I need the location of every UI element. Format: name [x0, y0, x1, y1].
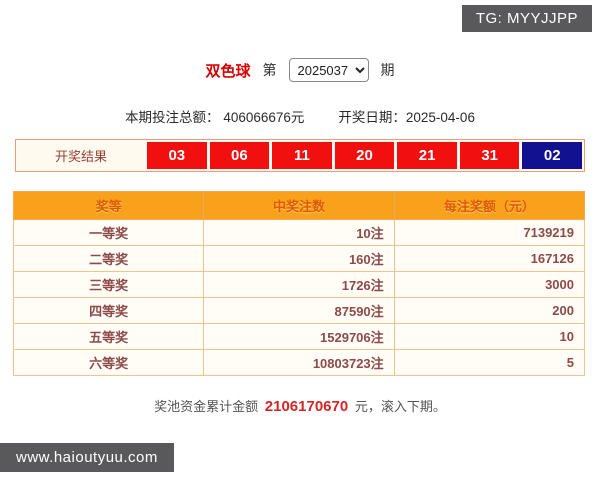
- winner-count: 10注: [203, 219, 395, 246]
- prize-amount: 200: [393, 297, 586, 324]
- lottery-name: 双色球: [205, 62, 251, 80]
- table-row: 六等奖 10803723注 5: [12, 349, 586, 376]
- draw-result-label: 开奖结果: [18, 142, 144, 169]
- col-header-prize: 每注奖额（元）: [393, 191, 586, 220]
- issue-prefix: 第: [262, 62, 277, 78]
- issue-select[interactable]: 2025037: [288, 58, 369, 82]
- bet-total-label: 本期投注总额：: [125, 110, 220, 125]
- prize-amount: 5: [393, 349, 586, 376]
- prize-table-header-row: 奖等 中奖注数 每注奖额（元）: [12, 191, 586, 220]
- winner-count: 87590注: [203, 297, 395, 324]
- pool-value: 2106170670: [264, 398, 349, 415]
- pool-label: 奖池资金累计金额: [154, 399, 259, 414]
- red-ball-2: 06: [209, 142, 270, 169]
- prize-level: 五等奖: [12, 323, 205, 350]
- site-watermark-badge: www.haioutyuu.com: [0, 443, 174, 472]
- title-row: 双色球 第 2025037 期: [0, 58, 600, 82]
- tg-contact-badge: TG: MYYJJPP: [461, 5, 592, 32]
- prize-amount: 10: [393, 323, 586, 350]
- prize-table: 奖等 中奖注数 每注奖额（元） 一等奖 10注 7139219 二等奖 160注…: [12, 191, 586, 376]
- red-ball-4: 20: [334, 142, 395, 169]
- winner-count: 160注: [203, 245, 395, 272]
- draw-date-label: 开奖日期：: [338, 110, 406, 125]
- winner-count: 1726注: [203, 271, 395, 298]
- table-row: 三等奖 1726注 3000: [12, 271, 586, 298]
- prize-level: 二等奖: [12, 245, 205, 272]
- draw-date: 开奖日期：2025-04-06: [338, 106, 475, 126]
- issue-suffix: 期: [380, 62, 395, 78]
- table-row: 四等奖 87590注 200: [12, 297, 586, 324]
- draw-result-strip: 开奖结果 03 06 11 20 21 31 02: [15, 139, 585, 172]
- table-row: 二等奖 160注 167126: [12, 245, 586, 272]
- prize-pool-summary: 奖池资金累计金额 2106170670 元，滚入下期。: [0, 396, 600, 415]
- col-header-count: 中奖注数: [203, 191, 395, 220]
- bet-total: 本期投注总额： 406066676元: [125, 106, 304, 126]
- pool-suffix: 元，滚入下期。: [354, 399, 446, 414]
- red-ball-6: 31: [459, 142, 520, 169]
- blue-ball: 02: [522, 142, 583, 169]
- table-row: 一等奖 10注 7139219: [12, 219, 586, 246]
- red-ball-1: 03: [147, 142, 207, 169]
- col-header-level: 奖等: [12, 191, 205, 220]
- table-row: 五等奖 1529706注 10: [12, 323, 586, 350]
- prize-amount: 167126: [393, 245, 586, 272]
- prize-level: 四等奖: [12, 297, 205, 324]
- prize-level: 六等奖: [12, 349, 205, 376]
- winner-count: 1529706注: [203, 323, 395, 350]
- prize-amount: 7139219: [393, 219, 586, 246]
- winner-count: 10803723注: [203, 349, 395, 376]
- prize-level: 一等奖: [12, 219, 205, 246]
- prize-amount: 3000: [393, 271, 586, 298]
- info-row: 本期投注总额： 406066676元 开奖日期：2025-04-06: [0, 106, 600, 126]
- draw-date-value: 2025-04-06: [405, 110, 475, 125]
- prize-level: 三等奖: [12, 271, 205, 298]
- red-ball-3: 11: [272, 142, 332, 169]
- bet-total-value: 406066676元: [223, 110, 305, 125]
- red-ball-5: 21: [397, 142, 457, 169]
